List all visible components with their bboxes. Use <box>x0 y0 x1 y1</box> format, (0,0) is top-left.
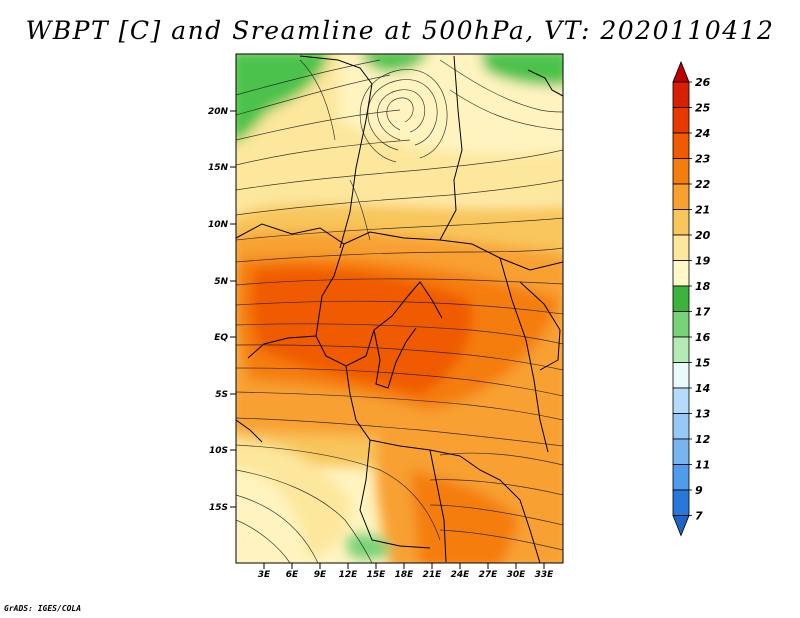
plot-frame <box>235 53 564 564</box>
lon-tick-21e: 21E <box>423 563 443 580</box>
colorbar-segment <box>672 81 690 108</box>
colorbar-segment <box>672 438 690 465</box>
colorbar-segment <box>672 234 690 261</box>
colorbar-segment <box>672 132 690 159</box>
colorbar-label: 23 <box>695 153 711 166</box>
colorbar-label: 12 <box>695 433 711 446</box>
lon-tick-24e: 24E <box>451 563 471 580</box>
colorbar-label: 9 <box>695 484 703 497</box>
lat-tick-label: 10S <box>209 446 228 456</box>
lat-tick-10n: 10N <box>208 220 236 230</box>
lat-tick-15n: 15N <box>208 163 236 173</box>
colorbar-label: 25 <box>695 102 711 115</box>
lon-tick-label: 24E <box>451 570 471 580</box>
lon-tick-12e: 12E <box>339 563 359 580</box>
lon-tick-3e: 3E <box>258 563 271 580</box>
lon-tick-label: 3E <box>258 570 271 580</box>
lat-tick-15s: 15S <box>209 503 236 513</box>
lon-tick-label: 33E <box>535 570 555 580</box>
colorbar-label: 22 <box>695 178 711 191</box>
streamlines <box>236 59 563 563</box>
lon-tick-label: 27E <box>479 570 499 580</box>
colorbar-segment <box>672 464 690 491</box>
lat-tick-label: 5N <box>214 277 228 287</box>
colorbar-segment <box>672 107 690 134</box>
lon-tick-9e: 9E <box>314 563 327 580</box>
plot-area <box>236 54 563 563</box>
lon-tick-18e: 18E <box>395 563 415 580</box>
colorbar-segment <box>672 311 690 338</box>
colorbar-segment <box>672 158 690 185</box>
colorbar-label: 26 <box>695 76 711 89</box>
lon-tick-label: 15E <box>367 570 387 580</box>
colorbar-label: 13 <box>695 408 711 421</box>
lat-tick-label: 15N <box>208 163 229 173</box>
colorbar-label: 18 <box>695 280 711 293</box>
lon-tick-label: 18E <box>395 570 415 580</box>
lat-tick-label: 20N <box>208 107 229 117</box>
lon-tick-label: 9E <box>314 570 327 580</box>
lat-tick-10s: 10S <box>209 446 236 456</box>
colorbar-segment <box>672 489 690 516</box>
colorbar-label: 21 <box>695 204 710 217</box>
lon-tick-label: 12E <box>339 570 359 580</box>
colorbar: 26 25 24 23 22 21 20 19 18 17 16 15 14 13 12 11 9 7 <box>672 60 711 537</box>
temperature-field <box>236 54 563 563</box>
colorbar-segment <box>672 260 690 287</box>
colorbar-segment <box>672 387 690 414</box>
longitude-axis: 3E 6E 9E 12E 15E 18E 21E 24E 27E 30E 33E <box>258 563 554 580</box>
colorbar-label: 24 <box>695 127 710 140</box>
colorbar-label: 16 <box>695 331 711 344</box>
colorbar-segment <box>672 285 690 312</box>
map-title: WBPT [C] and Sreamline at 500hPa, VT: 20… <box>25 16 775 45</box>
credit-text: GrADS: IGES/COLA <box>4 604 82 613</box>
colorbar-label: 20 <box>695 229 711 242</box>
country-borders <box>236 55 563 563</box>
lon-tick-label: 6E <box>286 570 299 580</box>
colorbar-label: 15 <box>695 357 711 370</box>
lat-tick-label: 10N <box>208 220 229 230</box>
colorbar-label: 11 <box>695 459 710 472</box>
lon-tick-33e: 33E <box>535 563 555 580</box>
lon-tick-label: 30E <box>507 570 527 580</box>
lat-tick-label: EQ <box>214 333 228 343</box>
lat-tick-5s: 5S <box>215 390 236 400</box>
lat-tick-eq: EQ <box>214 333 236 343</box>
lon-tick-27e: 27E <box>479 563 499 580</box>
lat-tick-5n: 5N <box>214 277 236 287</box>
lon-tick-30e: 30E <box>507 563 527 580</box>
colorbar-segment <box>672 336 690 363</box>
colorbar-segment <box>672 362 690 389</box>
colorbar-bottom-arrow <box>672 515 690 537</box>
colorbar-label: 7 <box>695 510 703 523</box>
colorbar-label: 19 <box>695 255 711 268</box>
colorbar-segment <box>672 183 690 210</box>
colorbar-top-arrow <box>672 60 690 83</box>
lat-tick-label: 15S <box>209 503 228 513</box>
colorbar-label: 14 <box>695 382 710 395</box>
lat-tick-20n: 20N <box>208 107 236 117</box>
latitude-axis: 20N 15N 10N 5N EQ 5S 10S 15S <box>208 107 236 513</box>
lon-tick-15e: 15E <box>367 563 387 580</box>
colorbar-segment <box>672 209 690 236</box>
colorbar-segment <box>672 413 690 440</box>
lon-tick-6e: 6E <box>286 563 299 580</box>
lon-tick-label: 21E <box>423 570 443 580</box>
lat-tick-label: 5S <box>215 390 228 400</box>
colorbar-label: 17 <box>695 306 711 319</box>
